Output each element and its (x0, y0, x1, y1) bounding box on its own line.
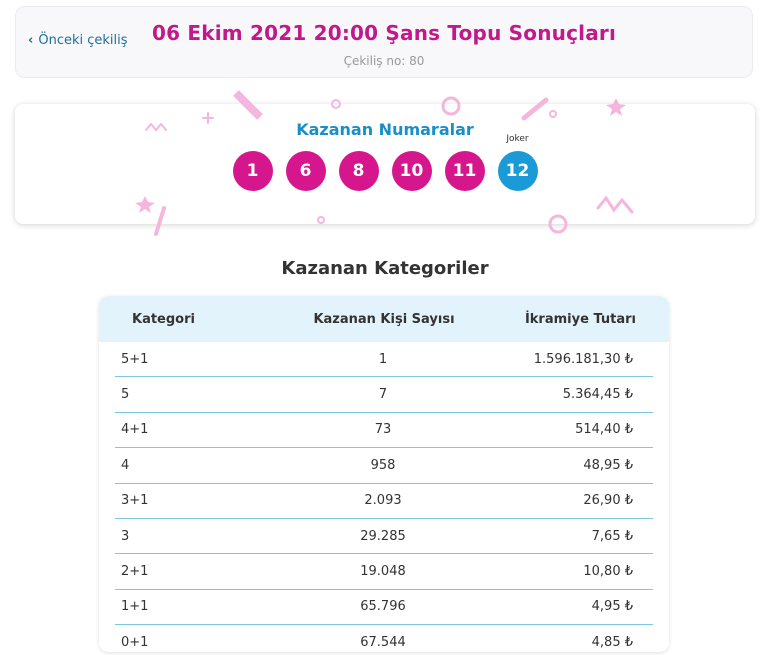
chevron-left-icon: ‹ (28, 33, 34, 48)
table-row: 3 29.285 7,65 ₺ (115, 519, 653, 555)
winners-cell: 67.544 (360, 634, 406, 650)
column-header-category: Kategori (132, 311, 195, 327)
winners-cell: 65.796 (360, 599, 406, 615)
page-title: 06 Ekim 2021 20:00 Şans Topu Sonuçları (151, 21, 617, 45)
previous-draw-link[interactable]: ‹ Önceki çekiliş (28, 33, 128, 48)
category-cell: 5 (121, 387, 130, 403)
winning-numbers-heading: Kazanan Numaralar (296, 120, 474, 139)
winners-cell: 1 (378, 351, 388, 367)
winners-cell: 958 (370, 457, 396, 473)
table-row: 5 7 5.364,45 ₺ (115, 377, 653, 413)
category-cell: 4 (121, 457, 130, 473)
number-ball: 11 (444, 151, 485, 191)
number-ball: 10 (391, 151, 432, 191)
table-row: 2+1 19.048 10,80 ₺ (115, 554, 653, 590)
category-cell: 4+1 (121, 422, 149, 438)
joker-number: 12 (505, 161, 530, 181)
winners-cell: 7 (378, 387, 388, 403)
number-ball: 1 (232, 151, 273, 191)
winners-cell: 29.285 (360, 528, 406, 544)
table-row: 1+1 65.796 4,95 ₺ (115, 590, 653, 626)
winning-categories-heading: Kazanan Kategoriler (281, 258, 489, 279)
header-card: ‹ Önceki çekiliş 06 Ekim 2021 20:00 Şans… (15, 6, 753, 78)
number-ball: 8 (338, 151, 379, 191)
table-row: 4 958 48,95 ₺ (115, 448, 653, 484)
draw-number: Çekiliş no: 80 (343, 54, 425, 68)
column-header-winners: Kazanan Kişi Sayısı (313, 311, 455, 327)
winners-cell: 2.093 (364, 493, 402, 509)
prize-cell: 7,65 ₺ (591, 528, 633, 544)
prize-cell: 1.596.181,30 ₺ (533, 351, 633, 367)
category-cell: 3+1 (121, 493, 149, 509)
winners-cell: 73 (374, 422, 392, 438)
category-cell: 0+1 (121, 634, 149, 650)
table-row: 3+1 2.093 26,90 ₺ (115, 484, 653, 519)
prize-cell: 5.364,45 ₺ (562, 387, 633, 403)
table-body: 5+1 1 1.596.181,30 ₺ 5 7 5.364,45 ₺ 4+1 … (99, 342, 669, 652)
table-header: Kategori Kazanan Kişi Sayısı İkramiye Tu… (99, 296, 669, 342)
category-cell: 1+1 (121, 599, 149, 615)
categories-table: Kategori Kazanan Kişi Sayısı İkramiye Tu… (99, 296, 669, 652)
prize-cell: 48,95 ₺ (583, 457, 633, 473)
joker-label: Joker (506, 134, 529, 144)
table-row: 4+1 73 514,40 ₺ (115, 413, 653, 449)
category-cell: 2+1 (121, 564, 149, 580)
joker-ball: Joker 12 (497, 134, 538, 191)
prize-cell: 4,85 ₺ (591, 634, 633, 650)
winning-numbers-card: Kazanan Numaralar 1 6 8 10 11 Joker 12 (15, 104, 755, 224)
prize-cell: 514,40 ₺ (575, 422, 633, 438)
prize-cell: 4,95 ₺ (591, 599, 633, 615)
category-cell: 3 (121, 528, 130, 544)
number-ball: 6 (285, 151, 326, 191)
winners-cell: 19.048 (360, 564, 406, 580)
column-header-prize: İkramiye Tutarı (524, 311, 636, 327)
number-balls: 1 6 8 10 11 Joker 12 (15, 134, 755, 191)
category-cell: 5+1 (121, 351, 149, 367)
prize-cell: 10,80 ₺ (583, 564, 633, 580)
table-row: 0+1 67.544 4,85 ₺ (115, 625, 653, 652)
previous-draw-label: Önceki çekiliş (38, 33, 128, 48)
table-row: 5+1 1 1.596.181,30 ₺ (115, 342, 653, 378)
prize-cell: 26,90 ₺ (583, 493, 633, 509)
